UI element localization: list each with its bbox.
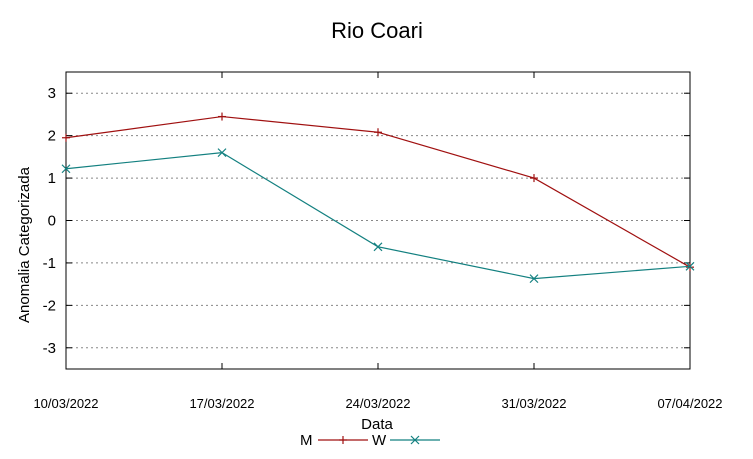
y-axis-ticks: -3 -2 -1 0 1 2 3 bbox=[43, 85, 690, 357]
data-point-M bbox=[218, 112, 226, 121]
legend-marker-W bbox=[410, 435, 420, 445]
y-tick-label: 1 bbox=[48, 170, 56, 187]
data-point-W bbox=[529, 274, 539, 284]
y-tick-label: -3 bbox=[43, 340, 56, 357]
series-line-W bbox=[65, 151, 691, 280]
x-tick-label: 17/03/2022 bbox=[189, 396, 254, 411]
grid-lines bbox=[66, 92, 690, 349]
y-axis-label: Anomalia Categorizada bbox=[16, 166, 33, 323]
data-point-W bbox=[373, 242, 383, 252]
chart-title: Rio Coari bbox=[331, 18, 423, 43]
data-point-M bbox=[62, 133, 70, 142]
data-point-W bbox=[217, 148, 227, 158]
legend-label-M: M bbox=[300, 432, 313, 449]
x-tick-label: 31/03/2022 bbox=[501, 396, 566, 411]
x-tick-label: 10/03/2022 bbox=[33, 396, 98, 411]
x-axis-ticks: 10/03/2022 17/03/2022 24/03/2022 31/03/2022… bbox=[33, 72, 723, 411]
legend-marker-M bbox=[339, 436, 347, 444]
data-point-W bbox=[685, 261, 695, 271]
x-tick-label: 24/03/2022 bbox=[345, 396, 410, 411]
series-layer bbox=[61, 112, 695, 284]
data-point-W bbox=[61, 164, 71, 174]
data-point-M bbox=[374, 128, 382, 137]
x-axis-label: Data bbox=[361, 416, 393, 433]
data-point-M bbox=[530, 174, 538, 183]
y-tick-label: -1 bbox=[43, 255, 56, 272]
y-tick-label: 0 bbox=[48, 213, 56, 230]
y-tick-label: 3 bbox=[48, 85, 56, 102]
x-tick-label: 07/04/2022 bbox=[657, 396, 722, 411]
y-tick-label: 2 bbox=[48, 128, 56, 145]
data-point-M bbox=[686, 263, 694, 272]
series-line-M bbox=[65, 115, 691, 268]
legend-label-W: W bbox=[372, 432, 387, 449]
y-tick-label: -2 bbox=[43, 297, 56, 314]
